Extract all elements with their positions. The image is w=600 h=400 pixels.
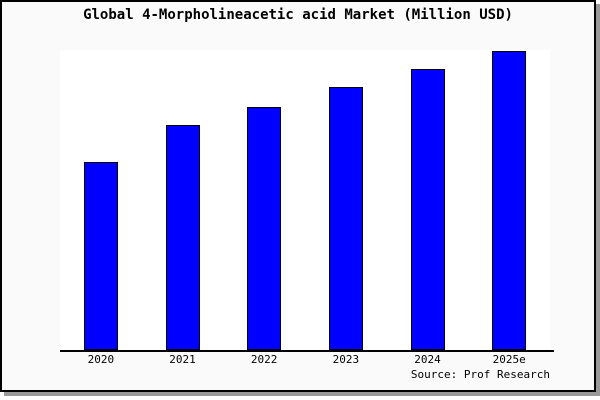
x-tick-label-2025e: 2025e: [492, 353, 526, 366]
x-tick-label-2020: 2020: [87, 353, 115, 366]
bar-2025e: [492, 51, 527, 350]
bar-2020: [83, 161, 118, 350]
x-axis-line: [60, 350, 554, 352]
chart-window: Global 4-Morpholineacetic acid Market (M…: [0, 0, 596, 392]
plot-area: [60, 50, 550, 350]
chart-title: Global 4-Morpholineacetic acid Market (M…: [83, 7, 513, 23]
bar-2021: [165, 125, 200, 350]
source-note: Source: Prof Research: [410, 368, 550, 381]
bar-2022: [247, 107, 282, 350]
x-tick-label-2024: 2024: [414, 353, 441, 366]
bar-2024: [410, 68, 445, 350]
x-tick-label-2023: 2023: [332, 353, 360, 366]
x-tick-label-2022: 2022: [250, 353, 278, 366]
bar-2023: [328, 86, 363, 350]
x-tick-label-2021: 2021: [169, 353, 196, 366]
